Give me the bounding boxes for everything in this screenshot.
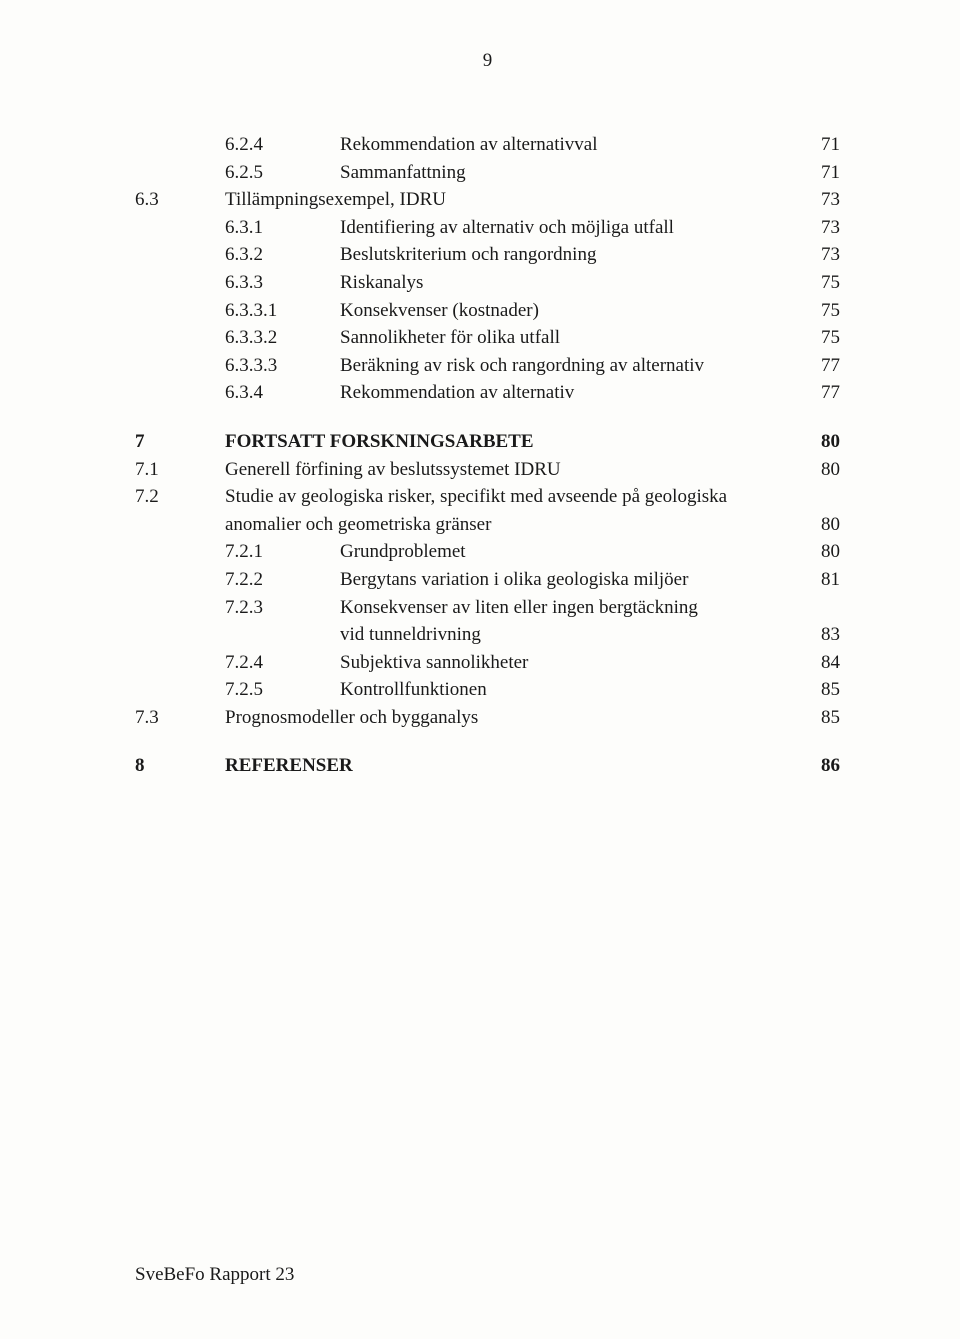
toc-page-number: 85 xyxy=(800,705,840,732)
toc-subsection-number: 6.3.2 xyxy=(225,242,340,269)
toc-subsection-number: 6.2.4 xyxy=(225,132,340,159)
toc-title: Tillämpningsexempel, IDRU xyxy=(225,187,800,214)
toc-row: vid tunneldrivning83 xyxy=(135,622,840,649)
toc-page-number: 77 xyxy=(800,353,840,380)
toc-section-number: 7.2 xyxy=(135,484,225,511)
toc-subsection-number: 6.3.4 xyxy=(225,380,340,407)
table-of-contents: 6.2.4Rekommendation av alternativval716.… xyxy=(135,132,840,780)
toc-row: 7FORTSATT FORSKNINGSARBETE80 xyxy=(135,429,840,456)
toc-row: 6.3.4Rekommendation av alternativ77 xyxy=(135,380,840,407)
toc-subsection-number: 7.2.4 xyxy=(225,650,340,677)
toc-subsection-number: 6.3.3.3 xyxy=(225,353,340,380)
toc-page-number: 83 xyxy=(800,622,840,649)
toc-title: Prognosmodeller och bygganalys xyxy=(225,705,800,732)
toc-row: 6.3.3.2Sannolikheter för olika utfall75 xyxy=(135,325,840,352)
toc-subsection-number: 7.2.5 xyxy=(225,677,340,704)
toc-page-number: 75 xyxy=(800,298,840,325)
toc-row: 6.2.4Rekommendation av alternativval71 xyxy=(135,132,840,159)
toc-row: 7.2Studie av geologiska risker, specifik… xyxy=(135,484,840,511)
toc-page-number: 75 xyxy=(800,325,840,352)
toc-title: Sannolikheter för olika utfall xyxy=(340,325,800,352)
toc-subsection-number: 7.2.1 xyxy=(225,539,340,566)
toc-title: Konsekvenser (kostnader) xyxy=(340,298,800,325)
toc-title: Subjektiva sannolikheter xyxy=(340,650,800,677)
toc-page-number: 86 xyxy=(800,753,840,780)
toc-row: 7.2.4Subjektiva sannolikheter84 xyxy=(135,650,840,677)
toc-page-number: 80 xyxy=(800,429,840,456)
toc-title: Riskanalys xyxy=(340,270,800,297)
toc-title: Rekommendation av alternativ xyxy=(340,380,800,407)
toc-title: Konsekvenser av liten eller ingen bergtä… xyxy=(340,595,800,622)
toc-title: Rekommendation av alternativval xyxy=(340,132,800,159)
toc-title: Studie av geologiska risker, specifikt m… xyxy=(225,484,800,511)
toc-page-number: 73 xyxy=(800,242,840,269)
toc-page-number: 73 xyxy=(800,215,840,242)
toc-row: 6.3.2Beslutskriterium och rangordning73 xyxy=(135,242,840,269)
toc-row: 7.2.2Bergytans variation i olika geologi… xyxy=(135,567,840,594)
toc-page-number: 80 xyxy=(800,512,840,539)
toc-subsection-number: 6.3.3 xyxy=(225,270,340,297)
toc-subsection-number: 6.3.1 xyxy=(225,215,340,242)
toc-row: 7.3Prognosmodeller och bygganalys85 xyxy=(135,705,840,732)
toc-subsection-number: 6.3.3.2 xyxy=(225,325,340,352)
toc-title: Grundproblemet xyxy=(340,539,800,566)
toc-title: FORTSATT FORSKNINGSARBETE xyxy=(225,429,800,456)
toc-row: 7.1Generell förfining av beslutssystemet… xyxy=(135,457,840,484)
toc-page-number: 71 xyxy=(800,160,840,187)
toc-title: Sammanfattning xyxy=(340,160,800,187)
toc-row: 6.3.3.1Konsekvenser (kostnader)75 xyxy=(135,298,840,325)
toc-section-number: 8 xyxy=(135,753,225,780)
footer-text: SveBeFo Rapport 23 xyxy=(135,1264,294,1286)
toc-title: Identifiering av alternativ och möjliga … xyxy=(340,215,800,242)
toc-row: 6.3Tillämpningsexempel, IDRU73 xyxy=(135,187,840,214)
toc-title: Beräkning av risk och rangordning av alt… xyxy=(340,353,800,380)
toc-section-number: 7.3 xyxy=(135,705,225,732)
toc-row: 7.2.3Konsekvenser av liten eller ingen b… xyxy=(135,595,840,622)
page-number: 9 xyxy=(135,50,840,72)
toc-page-number: 85 xyxy=(800,677,840,704)
toc-page-number: 80 xyxy=(800,457,840,484)
toc-page-number: 71 xyxy=(800,132,840,159)
toc-title: Kontrollfunktionen xyxy=(340,677,800,704)
toc-section-number: 7 xyxy=(135,429,225,456)
toc-page-number: 84 xyxy=(800,650,840,677)
toc-title: REFERENSER xyxy=(225,753,800,780)
toc-subsection-number: 7.2.2 xyxy=(225,567,340,594)
toc-title: Bergytans variation i olika geologiska m… xyxy=(340,567,800,594)
toc-row: anomalier och geometriska gränser80 xyxy=(135,512,840,539)
toc-page-number: 81 xyxy=(800,567,840,594)
toc-row: 7.2.5Kontrollfunktionen85 xyxy=(135,677,840,704)
toc-page-number: 73 xyxy=(800,187,840,214)
toc-page-number: 75 xyxy=(800,270,840,297)
toc-row: 8REFERENSER86 xyxy=(135,753,840,780)
toc-title: Beslutskriterium och rangordning xyxy=(340,242,800,269)
toc-row: 6.2.5Sammanfattning71 xyxy=(135,160,840,187)
toc-section-number: 7.1 xyxy=(135,457,225,484)
toc-row: 6.3.3Riskanalys75 xyxy=(135,270,840,297)
toc-subsection-number: 7.2.3 xyxy=(225,595,340,622)
toc-row: 6.3.3.3Beräkning av risk och rangordning… xyxy=(135,353,840,380)
toc-page-number: 77 xyxy=(800,380,840,407)
toc-title: anomalier och geometriska gränser xyxy=(225,512,800,539)
toc-title: vid tunneldrivning xyxy=(340,622,800,649)
toc-section-number: 6.3 xyxy=(135,187,225,214)
toc-row: 7.2.1Grundproblemet80 xyxy=(135,539,840,566)
toc-row: 6.3.1Identifiering av alternativ och möj… xyxy=(135,215,840,242)
toc-title: Generell förfining av beslutssystemet ID… xyxy=(225,457,800,484)
page-container: 9 6.2.4Rekommendation av alternativval71… xyxy=(0,0,960,821)
toc-subsection-number: 6.2.5 xyxy=(225,160,340,187)
toc-page-number: 80 xyxy=(800,539,840,566)
toc-subsection-number: 6.3.3.1 xyxy=(225,298,340,325)
